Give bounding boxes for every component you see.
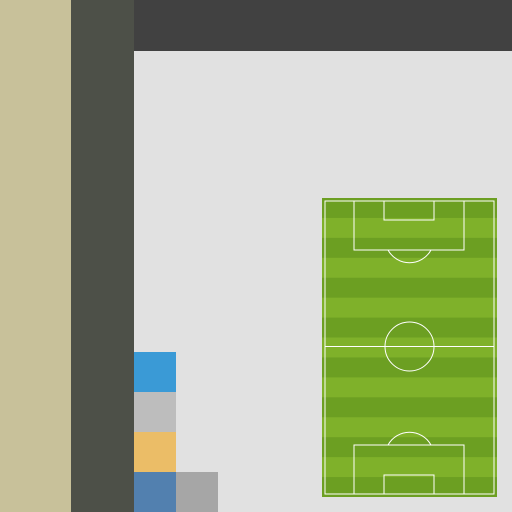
pitch-stripe	[322, 377, 497, 398]
pitch-stripe	[322, 397, 497, 418]
color-swatch-steel-blue[interactable]	[134, 472, 176, 512]
pitch-stripe	[322, 198, 497, 219]
bottom-penalty-arc	[387, 431, 432, 446]
soccer-field-icon[interactable]	[322, 198, 497, 497]
top-toolbar	[134, 0, 512, 51]
soccer-field-graphic	[322, 198, 497, 497]
pitch-stripes	[322, 198, 497, 497]
color-swatch-light-gray[interactable]	[134, 392, 176, 432]
pitch-stripe	[322, 417, 497, 438]
color-swatch-gray[interactable]	[176, 472, 218, 512]
secondary-sidebar	[71, 0, 134, 512]
pitch-stripe	[322, 437, 497, 458]
pitch-stripe	[322, 257, 497, 279]
pitch-stripe	[322, 477, 497, 497]
pitch-stripe	[322, 357, 497, 378]
pitch-markings	[324, 200, 495, 495]
color-swatch-orange[interactable]	[134, 432, 176, 472]
pitch-stripe	[322, 277, 497, 298]
pitch-stripe	[322, 297, 497, 318]
center-circle	[384, 321, 435, 372]
primary-sidebar	[0, 0, 71, 512]
pitch-stripe	[322, 337, 497, 358]
bottom-goal-box	[383, 474, 435, 495]
top-goal-box	[383, 200, 435, 221]
pitch-stripe	[322, 457, 497, 478]
color-swatch-blue[interactable]	[134, 352, 176, 392]
pitch-stripe	[322, 317, 497, 338]
top-penalty-arc	[387, 249, 432, 264]
pitch-stripe	[322, 237, 497, 259]
pitch-stripe	[322, 217, 497, 239]
